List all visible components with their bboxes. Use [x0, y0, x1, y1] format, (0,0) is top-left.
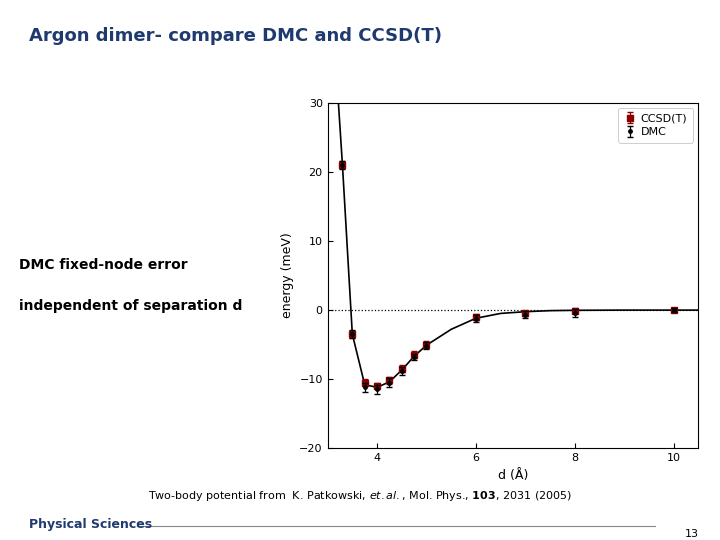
X-axis label: d (Å): d (Å) — [498, 469, 528, 482]
Text: 13: 13 — [685, 529, 698, 538]
Text: Two-body potential from  K. Patkowski, $\it{et. al.}$, Mol. Phys., $\bf{103}$, 2: Two-body potential from K. Patkowski, $\… — [148, 489, 572, 503]
Text: independent of separation d: independent of separation d — [19, 299, 243, 313]
Text: DMC fixed-node error: DMC fixed-node error — [19, 258, 188, 272]
Text: Physical Sciences: Physical Sciences — [29, 518, 152, 531]
Y-axis label: energy (meV): energy (meV) — [281, 233, 294, 318]
Legend: CCSD(T), DMC: CCSD(T), DMC — [618, 108, 693, 143]
Text: Argon dimer- compare DMC and CCSD(T): Argon dimer- compare DMC and CCSD(T) — [29, 27, 442, 45]
